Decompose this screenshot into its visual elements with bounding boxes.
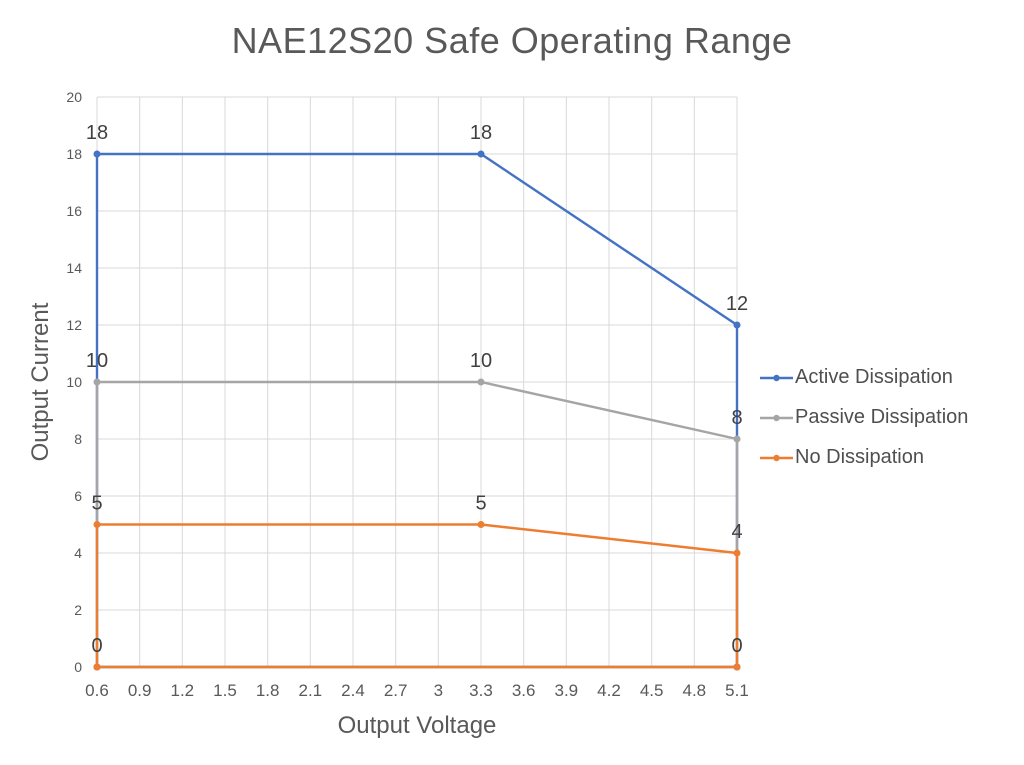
chart-title: NAE12S20 Safe Operating Range bbox=[231, 20, 793, 61]
data-marker-no-dissipation bbox=[477, 521, 485, 528]
data-label: 4 bbox=[731, 521, 742, 543]
data-label: 18 bbox=[470, 122, 492, 144]
data-label: 0 bbox=[731, 635, 742, 657]
data-marker-no-dissipation bbox=[93, 663, 101, 671]
y-tick-label: 16 bbox=[66, 203, 82, 219]
data-marker-active-dissipation bbox=[93, 150, 101, 158]
data-label: 10 bbox=[470, 350, 492, 372]
x-tick-label: 3.9 bbox=[555, 681, 579, 700]
legend-item-active-dissipation: Active Dissipation bbox=[759, 364, 968, 391]
legend-label: Active Dissipation bbox=[795, 366, 953, 388]
x-tick-label: 1.5 bbox=[213, 681, 237, 700]
legend-label: No Dissipation bbox=[795, 446, 924, 468]
x-tick-label: 0.6 bbox=[85, 681, 109, 700]
x-tick-label: 3.6 bbox=[512, 681, 536, 700]
data-marker-passive-dissipation bbox=[733, 435, 741, 443]
x-tick-label: 4.5 bbox=[640, 681, 664, 700]
y-tick-label: 12 bbox=[66, 317, 82, 333]
y-tick-label: 0 bbox=[74, 659, 82, 675]
legend-item-no-dissipation: No Dissipation bbox=[759, 444, 968, 471]
y-tick-label: 18 bbox=[66, 146, 82, 162]
data-marker-active-dissipation bbox=[477, 150, 485, 158]
series-line-no-dissipation bbox=[95, 523, 739, 669]
x-tick-label: 1.8 bbox=[256, 681, 280, 700]
x-tick-label: 2.7 bbox=[384, 681, 408, 700]
data-marker-no-dissipation bbox=[733, 663, 741, 671]
data-label: 5 bbox=[91, 493, 102, 515]
y-tick-label: 8 bbox=[74, 431, 82, 447]
data-marker-no-dissipation bbox=[733, 549, 741, 557]
legend-marker-icon bbox=[760, 414, 793, 421]
y-tick-label: 2 bbox=[74, 602, 82, 618]
legend-item-passive-dissipation: Passive Dissipation bbox=[759, 404, 968, 431]
x-tick-label: 2.4 bbox=[341, 681, 365, 700]
data-label: 8 bbox=[731, 407, 742, 429]
x-tick-label: 1.2 bbox=[171, 681, 195, 700]
x-tick-label: 3 bbox=[434, 681, 443, 700]
data-label: 5 bbox=[475, 493, 486, 515]
y-tick-label: 4 bbox=[74, 545, 82, 561]
series-line-active-dissipation bbox=[95, 152, 739, 669]
data-label: 12 bbox=[726, 293, 748, 315]
y-tick-label: 14 bbox=[66, 260, 82, 276]
x-tick-label: 4.2 bbox=[597, 681, 621, 700]
legend-label: Passive Dissipation bbox=[795, 406, 969, 428]
legend: Active Dissipation Passive Dissipation No … bbox=[759, 364, 968, 484]
legend-marker-icon bbox=[760, 454, 793, 461]
x-tick-label: 5.1 bbox=[725, 681, 749, 700]
x-axis-title: Output Voltage bbox=[337, 712, 497, 739]
x-tick-label: 3.3 bbox=[469, 681, 493, 700]
data-label: 18 bbox=[86, 122, 108, 144]
legend-marker-icon bbox=[760, 374, 793, 381]
x-tick-label: 4.8 bbox=[683, 681, 707, 700]
x-tick-label: 2.1 bbox=[299, 681, 323, 700]
data-label: 0 bbox=[91, 635, 102, 657]
data-marker-passive-dissipation bbox=[477, 378, 485, 386]
data-marker-no-dissipation bbox=[93, 521, 101, 528]
data-marker-passive-dissipation bbox=[93, 378, 101, 386]
data-marker-active-dissipation bbox=[733, 321, 741, 329]
y-tick-label: 20 bbox=[66, 89, 82, 105]
y-tick-label: 10 bbox=[66, 374, 82, 390]
x-tick-label: 0.9 bbox=[128, 681, 152, 700]
y-tick-label: 6 bbox=[74, 488, 82, 504]
data-label: 10 bbox=[86, 350, 108, 372]
